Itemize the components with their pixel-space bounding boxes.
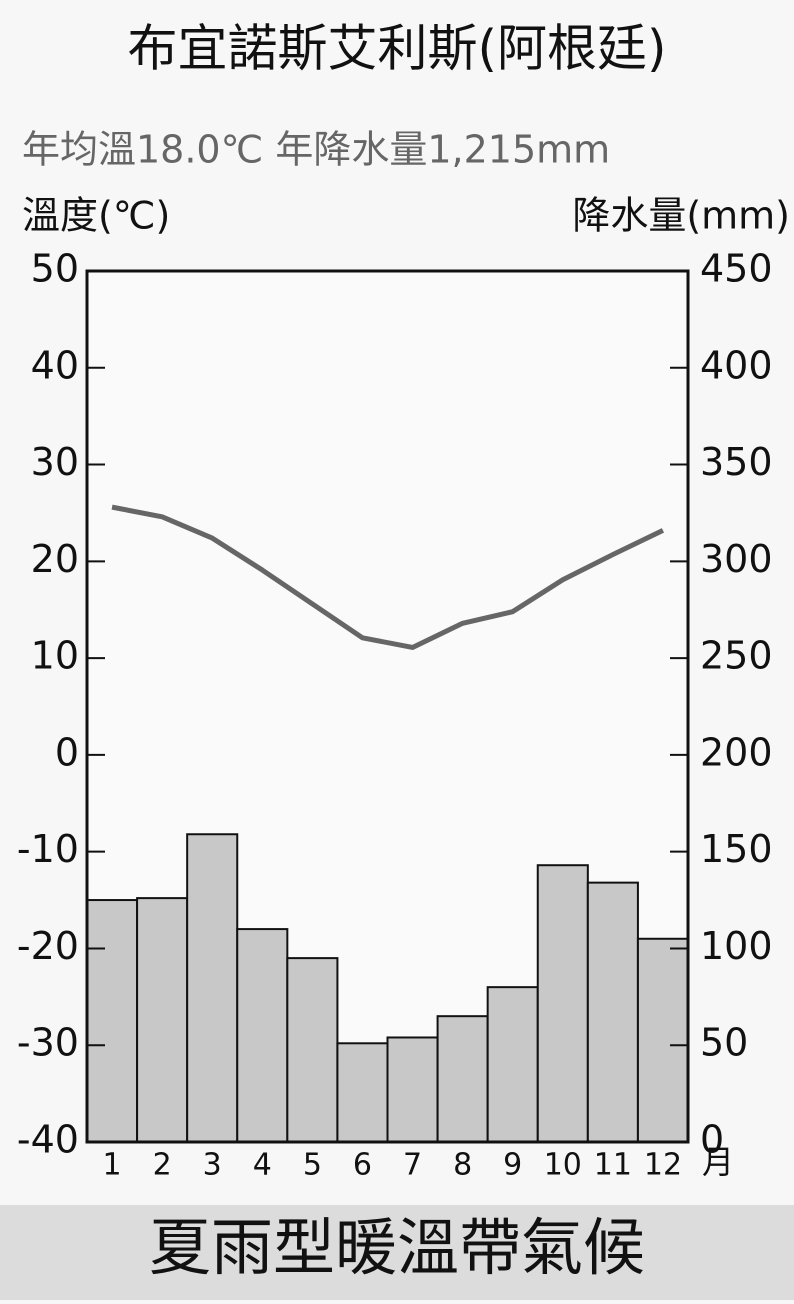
x-tick-label: 5 xyxy=(303,1148,322,1183)
precipitation-bar xyxy=(636,937,690,1143)
footer: 夏雨型暖溫帶氣候 xyxy=(149,1211,645,1284)
y-tick-label: 40 xyxy=(31,343,79,387)
y2-tick-label: 400 xyxy=(700,343,773,387)
precipitation-bar xyxy=(486,986,539,1144)
x-axis-unit: 月 xyxy=(702,1143,734,1181)
y2-axis-label: 降水量(mm) xyxy=(572,194,790,238)
y-tick-label: 20 xyxy=(31,537,79,581)
y-tick-label: 10 xyxy=(31,634,79,678)
y-tick-label: 30 xyxy=(31,440,79,484)
y2-tick-label: 300 xyxy=(700,537,773,581)
precipitation-bar xyxy=(136,897,189,1143)
precipitation-bar xyxy=(336,1042,389,1143)
y-tick-label: -20 xyxy=(17,924,79,968)
y2-tick-label: 50 xyxy=(700,1021,748,1065)
y2-tick-label: 350 xyxy=(700,440,773,484)
y-tick-label: 50 xyxy=(31,247,79,291)
x-tick-label: 1 xyxy=(102,1148,121,1183)
precipitation-bar xyxy=(186,833,239,1143)
y2-tick-label: 150 xyxy=(700,827,773,871)
y2-tick-label: 450 xyxy=(700,247,773,291)
x-tick-label: 12 xyxy=(644,1148,682,1183)
precipitation-bar xyxy=(586,881,639,1143)
x-tick-label: 3 xyxy=(203,1148,222,1183)
y2-tick-label: 0 xyxy=(700,1118,724,1162)
chart-title: 布宜諾斯艾利斯(阿根廷) xyxy=(127,20,666,78)
y-tick-label: -10 xyxy=(17,827,79,871)
y-tick-label: 0 xyxy=(55,730,79,774)
y-tick-label: -40 xyxy=(17,1118,79,1162)
chart-subtitle: 年均溫18.0℃ 年降水量1,215mm xyxy=(22,128,610,172)
x-tick-label: 11 xyxy=(594,1148,632,1183)
y-axis-label: 溫度(℃) xyxy=(22,194,170,238)
y2-tick-label: 250 xyxy=(700,634,773,678)
x-tick-label: 6 xyxy=(353,1148,372,1183)
precipitation-bar xyxy=(386,1036,439,1143)
x-tick-label: 9 xyxy=(503,1148,522,1183)
x-tick-label: 4 xyxy=(253,1148,272,1183)
precipitation-bar xyxy=(436,1015,489,1144)
x-tick-label: 7 xyxy=(403,1148,422,1183)
x-tick-label: 8 xyxy=(453,1148,472,1183)
y2-tick-label: 200 xyxy=(700,730,773,774)
y2-tick-label: 100 xyxy=(700,924,773,968)
plot-frame xyxy=(85,269,690,1144)
footer-band xyxy=(0,1205,794,1300)
precipitation-bar xyxy=(536,864,589,1144)
precipitation-bar xyxy=(86,899,139,1143)
x-tick-label: 2 xyxy=(153,1148,172,1183)
temperature-line xyxy=(111,504,665,650)
precipitation-bar xyxy=(286,957,339,1143)
y-tick-label: -30 xyxy=(17,1021,79,1065)
x-tick-label: 10 xyxy=(544,1148,582,1183)
precipitation-bar xyxy=(236,928,289,1143)
